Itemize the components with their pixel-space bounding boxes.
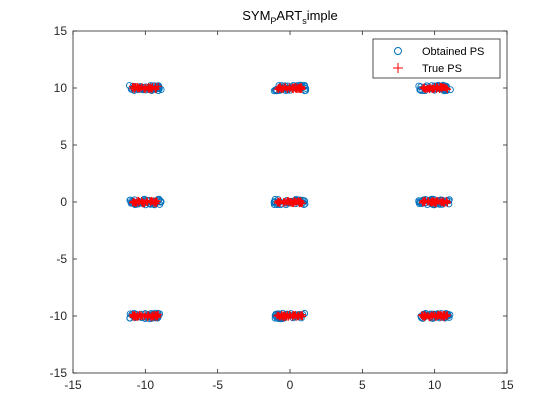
true-ps-point [437, 311, 445, 319]
true-ps-point [291, 310, 299, 318]
x-tick-label: -10 [137, 378, 155, 392]
true-ps-point [138, 199, 146, 207]
true-ps-point [290, 197, 298, 205]
legend-obtained-ps-label: Obtained PS [422, 46, 484, 58]
true-ps-point [420, 85, 428, 93]
title-mid: ART [276, 8, 302, 23]
true-ps-point [423, 312, 431, 320]
true-ps-point [151, 198, 159, 206]
true-ps-point [433, 84, 441, 92]
true-ps-point [435, 198, 443, 206]
true-ps-point [145, 312, 153, 320]
true-ps-point [128, 199, 136, 207]
true-ps-point [153, 312, 161, 320]
y-tick-label: 5 [60, 138, 67, 152]
x-tick-label: 10 [428, 378, 442, 392]
true-ps-point [152, 85, 160, 93]
true-ps-point [134, 313, 142, 321]
true-ps-point [276, 198, 284, 206]
true-ps-point [283, 313, 291, 321]
true-ps-point [149, 313, 157, 321]
legend-true-ps-label: True PS [422, 63, 462, 75]
true-ps-point [419, 84, 427, 92]
true-ps-point [443, 85, 451, 93]
true-ps-point [275, 313, 283, 321]
legend: Obtained PS True PS [372, 38, 501, 79]
obtained-ps-point [415, 82, 423, 90]
true-ps-point [434, 311, 442, 319]
x-tick-label: -5 [212, 378, 223, 392]
true-ps-point [132, 198, 140, 206]
axes: -15 -10 -5 0 5 10 15 -15 -10 -5 0 5 10 15 [50, 24, 514, 392]
y-tick-label: 10 [54, 81, 68, 95]
legend-true-ps-marker [393, 63, 403, 73]
legend-box [372, 38, 501, 79]
y-tick-label: -5 [56, 252, 67, 266]
true-ps-point [297, 197, 305, 205]
true-ps-point [428, 197, 436, 205]
true-ps-point [443, 199, 451, 207]
x-tick-label: 15 [500, 378, 514, 392]
true-ps-point [434, 84, 442, 92]
true-ps-point [275, 199, 283, 207]
title-tail: imple [307, 8, 338, 23]
y-tick-label: 15 [54, 24, 68, 38]
x-tick-label: -15 [64, 378, 82, 392]
title-sub2: s [302, 16, 307, 26]
true-ps-point [426, 198, 434, 206]
x-tick-label: 0 [287, 378, 294, 392]
true-ps-point [136, 85, 144, 93]
title-sub1: P [270, 16, 276, 26]
x-tick-label: 5 [359, 378, 366, 392]
true-ps-point [438, 83, 446, 91]
obtained-ps-point [302, 86, 310, 94]
y-tick-label: -15 [50, 366, 68, 380]
true-ps-point [292, 84, 300, 92]
true-ps-point [275, 84, 283, 92]
chart-title: SYMPARTsimple [242, 8, 338, 26]
true-ps-point [145, 84, 153, 92]
true-ps-point [144, 311, 152, 319]
true-ps-point [440, 310, 448, 318]
data-marks [125, 81, 454, 323]
true-ps-point [130, 83, 138, 91]
true-ps-point [147, 199, 155, 207]
title-main: SYM [242, 8, 270, 23]
true-ps-point [137, 311, 145, 319]
true-ps-point [298, 85, 306, 93]
y-tick-label: -10 [50, 309, 68, 323]
true-ps-point [143, 198, 151, 206]
true-ps-point [419, 197, 427, 205]
y-tick-label: 0 [60, 195, 67, 209]
legend-obtained-ps-marker [394, 47, 402, 55]
true-ps-point [284, 197, 292, 205]
true-ps-point [285, 83, 293, 91]
